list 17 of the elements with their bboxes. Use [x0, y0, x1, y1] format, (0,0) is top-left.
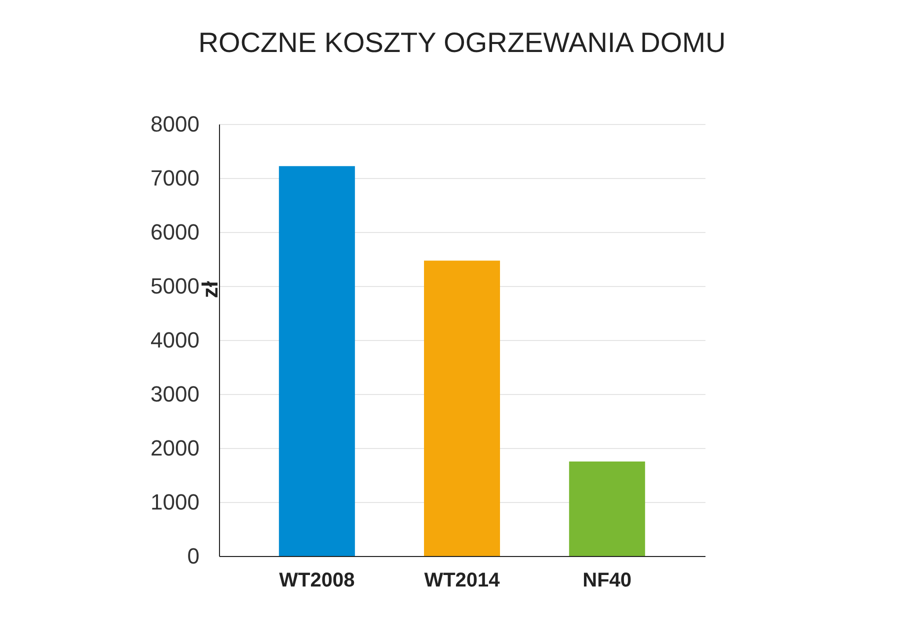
- x-tick-label: WT2008: [279, 570, 355, 592]
- x-tick-label: WT2014: [424, 570, 501, 592]
- y-tick-label: 7000: [150, 166, 200, 190]
- y-tick-label: 3000: [150, 382, 200, 406]
- bar: [569, 462, 646, 556]
- y-tick-label: 4000: [150, 328, 200, 352]
- chart-title: ROCZNE KOSZTY OGRZEWANIA DOMU: [198, 27, 726, 58]
- bar: [278, 166, 355, 556]
- y-tick-label: 0: [187, 544, 200, 568]
- y-tick-label: 2000: [150, 436, 200, 460]
- y-tick-label: 6000: [150, 220, 200, 244]
- y-tick-label: 1000: [150, 490, 200, 514]
- y-tick-label: 5000: [150, 274, 200, 298]
- y-axis-title: zł: [198, 280, 222, 298]
- y-tick-label: 8000: [150, 112, 200, 136]
- x-tick-label: NF40: [582, 570, 632, 592]
- bar: [424, 260, 500, 556]
